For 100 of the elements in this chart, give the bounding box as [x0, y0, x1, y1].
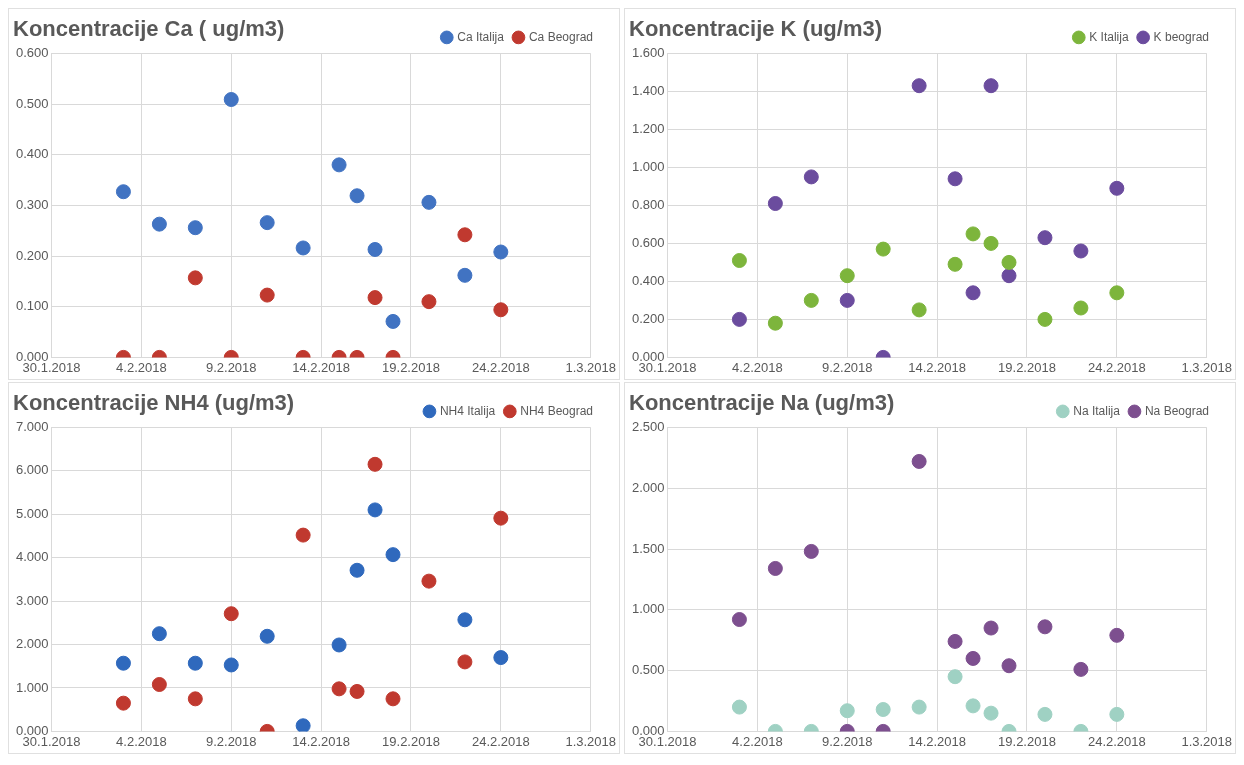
- point: [385, 691, 401, 707]
- point: [187, 691, 203, 707]
- x-tick-label: 19.2.2018: [382, 733, 440, 749]
- x-tick-label: 14.2.2018: [292, 359, 351, 375]
- point: [223, 606, 239, 622]
- y-tick-label: 6.000: [15, 462, 49, 478]
- point: [983, 620, 999, 636]
- point: [421, 573, 437, 589]
- point: [767, 315, 783, 331]
- point: [767, 196, 783, 211]
- point: [223, 657, 239, 673]
- point: [731, 699, 747, 715]
- y-tick-label: 1.000: [631, 601, 665, 617]
- legend-label: K beograd: [1153, 29, 1210, 44]
- point: [385, 547, 401, 563]
- x-tick-label: 4.2.2018: [732, 733, 783, 749]
- point: [295, 527, 311, 543]
- point: [731, 311, 747, 327]
- y-tick-label: 1.000: [631, 158, 665, 174]
- point: [367, 502, 383, 518]
- x-tick-label: 24.2.2018: [1087, 359, 1146, 375]
- legend-label: Ca Beograd: [528, 29, 593, 44]
- point: [115, 695, 131, 711]
- x-tick-label: 4.2.2018: [116, 733, 167, 749]
- y-tick-label: 0.500: [631, 662, 665, 678]
- point: [839, 703, 855, 719]
- point: [1073, 661, 1089, 677]
- point: [151, 677, 167, 692]
- point: [731, 612, 747, 628]
- x-tick-label: 1.3.2018: [565, 359, 616, 375]
- point: [1109, 706, 1125, 722]
- x-tick-label: 19.2.2018: [382, 359, 440, 375]
- legend-label: NH4 Italija: [439, 403, 496, 418]
- point: [349, 562, 365, 578]
- point: [803, 169, 819, 185]
- x-tick-label: 9.2.2018: [205, 733, 257, 749]
- legend-label: Na Beograd: [1144, 403, 1209, 418]
- point: [911, 302, 927, 318]
- point: [767, 560, 783, 576]
- y-tick-label: 0.000: [631, 722, 665, 738]
- x-tick-label: 1.3.2018: [1181, 359, 1232, 375]
- y-tick-label: 0.000: [631, 348, 665, 364]
- point: [947, 669, 963, 685]
- point: [965, 226, 981, 242]
- point: [965, 285, 981, 301]
- point: [1037, 230, 1053, 246]
- y-tick-label: 1.500: [631, 540, 665, 556]
- y-tick-label: 0.400: [631, 272, 665, 288]
- y-tick-label: 5.000: [15, 505, 49, 521]
- x-tick-label: 14.2.2018: [908, 359, 967, 375]
- x-tick-label: 14.2.2018: [908, 733, 967, 749]
- y-tick-label: 1.200: [631, 120, 665, 136]
- point: [331, 681, 347, 697]
- legend-label: NH4 Beograd: [520, 403, 594, 418]
- point: [983, 235, 999, 251]
- x-tick-label: 24.2.2018: [471, 733, 530, 749]
- point: [295, 718, 311, 732]
- chart-title: Koncentracije NH4 (ug/m3): [13, 390, 295, 416]
- x-tick-label: 19.2.2018: [998, 733, 1056, 749]
- y-tick-label: 0.100: [15, 298, 49, 314]
- point: [1037, 619, 1053, 635]
- point: [1001, 658, 1017, 674]
- y-tick-label: 0.000: [15, 348, 49, 364]
- point: [115, 655, 131, 671]
- y-tick-label: 4.000: [15, 549, 49, 565]
- x-tick-label: 4.2.2018: [732, 359, 783, 375]
- x-tick-label: 1.3.2018: [565, 733, 616, 749]
- y-tick-label: 2.500: [631, 418, 665, 434]
- x-tick-label: 24.2.2018: [1087, 733, 1146, 749]
- point: [1109, 180, 1125, 196]
- y-tick-label: 0.600: [15, 44, 49, 60]
- chart-title: Koncentracije Ca ( ug/m3): [13, 16, 285, 42]
- point: [803, 292, 819, 308]
- point: [911, 78, 927, 94]
- point: [875, 702, 891, 718]
- y-tick-label: 7.000: [15, 418, 49, 434]
- y-tick-label: 1.600: [631, 44, 665, 60]
- y-tick-label: 0.500: [15, 95, 49, 111]
- point: [493, 510, 509, 526]
- point: [947, 633, 963, 649]
- point: [911, 699, 927, 715]
- y-tick-label: 0.800: [631, 196, 665, 212]
- point: [911, 453, 927, 469]
- point: [1037, 706, 1053, 722]
- y-tick-label: 0.200: [631, 310, 665, 326]
- point: [965, 698, 981, 714]
- y-tick-label: 0.200: [15, 247, 49, 263]
- point: [947, 256, 963, 272]
- x-tick-label: 19.2.2018: [998, 359, 1056, 375]
- point: [493, 650, 509, 666]
- chart-title: Koncentracije K (ug/m3): [629, 16, 883, 42]
- point: [875, 241, 891, 257]
- point: [1001, 268, 1017, 284]
- point: [367, 456, 383, 472]
- y-tick-label: 0.400: [15, 146, 49, 162]
- x-tick-label: 9.2.2018: [205, 359, 257, 375]
- point: [1073, 243, 1089, 259]
- y-tick-label: 0.000: [15, 722, 49, 738]
- point: [803, 543, 819, 559]
- point: [331, 637, 347, 653]
